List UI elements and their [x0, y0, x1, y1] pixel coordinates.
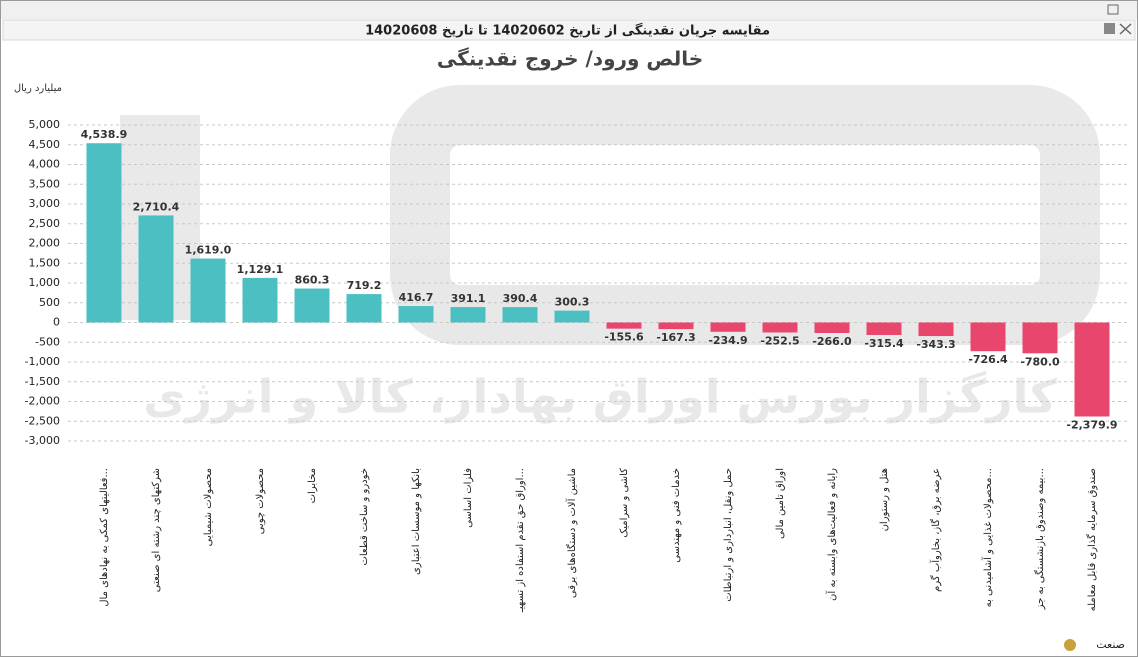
value-label: -234.9 — [708, 334, 747, 347]
y-tick-label: 4,500 — [29, 138, 61, 151]
refresh-icon[interactable] — [1064, 639, 1076, 651]
x-tick-label: مخابرات — [307, 468, 318, 503]
value-label: 719.2 — [347, 279, 382, 292]
x-tick-label: فلزات اساسی — [463, 468, 474, 528]
value-label: -2,379.9 — [1066, 419, 1117, 432]
y-tick-label: 1,500 — [29, 256, 61, 269]
watermark-shape — [390, 85, 1100, 345]
value-label: -780.0 — [1020, 355, 1060, 368]
value-label: 390.4 — [503, 292, 538, 305]
y-unit: میلیارد ریال — [14, 83, 62, 94]
y-tick-label: 3,000 — [29, 197, 61, 210]
value-label: 4,538.9 — [81, 128, 128, 141]
x-tick-label: خدمات فنی و مهندسی — [671, 468, 682, 563]
value-label: 391.1 — [451, 292, 486, 305]
x-tick-label: هتل و رستوران — [879, 468, 890, 531]
x-tick-label: خودرو و ساخت قطعات — [359, 468, 370, 566]
y-tick-label: 4,000 — [29, 158, 61, 171]
value-label: 860.3 — [295, 274, 330, 287]
y-tick-label: 2,000 — [29, 237, 61, 250]
bar — [346, 294, 382, 323]
x-tick-label: بانکها و موسسات اعتباری — [411, 468, 422, 575]
close-button[interactable] — [1119, 23, 1132, 35]
value-label: 1,619.0 — [185, 244, 232, 257]
x-tick-label: محصولات چوبی — [255, 468, 266, 534]
bar — [190, 258, 226, 323]
y-tick-label: 1,000 — [29, 276, 61, 289]
x-axis-label: صنعت — [1096, 638, 1125, 651]
y-tick-label: -2,000 — [25, 395, 60, 408]
value-label: -343.3 — [916, 338, 955, 351]
y-tick-label: 5,000 — [29, 118, 61, 131]
x-tick-label: ماشین آلات و دستگاه‌های برقی — [565, 468, 578, 598]
bar — [866, 322, 902, 335]
bar — [502, 307, 538, 323]
value-label: 2,710.4 — [133, 200, 180, 213]
y-tick-label: -1,000 — [25, 355, 60, 368]
y-tick-label: 2,500 — [29, 217, 61, 230]
bar — [762, 322, 798, 333]
x-tick-label: اوراق تامین مالی — [775, 468, 786, 539]
value-label: 300.3 — [555, 296, 590, 309]
x-tick-label: کاشی و سرامیک — [619, 468, 630, 538]
bar — [294, 288, 330, 323]
value-label: -252.5 — [760, 334, 799, 347]
watermark-text: کارگزار بورس اوراق بهادار، کالا و انرژی — [143, 370, 1057, 424]
y-tick-label: -3,000 — [25, 434, 60, 447]
value-label: -167.3 — [656, 331, 695, 344]
bar — [606, 322, 642, 329]
value-label: -266.0 — [812, 335, 852, 348]
x-tick-label: صندوق سرمایه گذاری قابل معامله — [1086, 468, 1098, 611]
maximize-button[interactable] — [1107, 4, 1119, 15]
bar — [138, 215, 174, 323]
bar — [242, 277, 278, 323]
bar — [1074, 322, 1110, 417]
value-label: -726.4 — [968, 353, 1008, 366]
bar — [658, 322, 694, 330]
bar — [554, 310, 590, 323]
y-tick-label: -2,500 — [25, 414, 60, 427]
x-tick-label: رایانه و فعالیت‌های وابسته به آن — [825, 468, 838, 601]
bar — [918, 322, 954, 337]
print-button[interactable] — [1104, 23, 1115, 34]
bar — [1022, 322, 1058, 354]
x-tick-label: محصولات غذایی و آشامیدنی به... — [981, 468, 994, 607]
x-tick-label: بیمه وصندوق بازنشستگی به جز... — [1034, 468, 1046, 610]
x-tick-label: حمل ونقل، انبارداری و ارتباطات — [723, 468, 734, 602]
bar — [86, 143, 122, 323]
y-tick-label: 3,500 — [29, 177, 61, 190]
y-tick-label: -1,500 — [25, 375, 60, 388]
bar — [970, 322, 1006, 352]
bar — [710, 322, 746, 332]
value-label: 1,129.1 — [237, 263, 284, 276]
window-title: مقایسه جریان نقدینگی از تاریخ 14020602 ت… — [365, 23, 770, 39]
x-tick-label: محصولات شیمیایی — [203, 468, 214, 546]
y-tick-label: 500 — [39, 296, 60, 309]
header-bar — [2, 19, 1136, 41]
bar — [814, 322, 850, 334]
y-tick-label: 0 — [53, 316, 60, 329]
x-tick-label: عرضه برق، گاز، بخاروآب گرم — [929, 468, 942, 592]
x-tick-label: شرکتهای چند رشته ای صنعتی — [151, 468, 162, 592]
value-label: -315.4 — [864, 337, 904, 350]
bar — [450, 307, 486, 323]
value-label: -155.6 — [604, 331, 644, 344]
x-tick-label: اوراق حق تقدم استفاده از تسهیـ... — [515, 468, 526, 613]
value-label: 416.7 — [399, 291, 434, 304]
y-tick-label: -500 — [35, 335, 60, 348]
title-bar — [1, 1, 1137, 19]
x-tick-label: فعالیتهای کمکی به نهادهای مال... — [99, 468, 110, 607]
chart-title: خالص ورود/ خروج نقدینگی — [437, 47, 703, 71]
bar — [398, 306, 434, 323]
